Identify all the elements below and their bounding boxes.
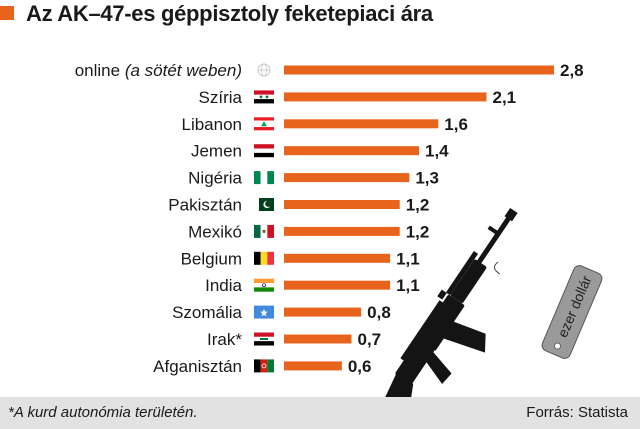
mexico-flag-icon [254,224,274,238]
category-label: Belgium [181,249,242,268]
value-label: 2,8 [560,61,584,80]
bar-row: Mexikó 1,2 [188,222,429,241]
value-label: 2,1 [493,88,517,107]
value-label: 0,7 [358,330,382,349]
category-label: online (a sötét weben) [75,61,242,80]
bar-row: Pakisztán 1,2 [168,196,429,215]
category-label: Pakisztán [168,196,242,215]
bar-row: India 1,1 [205,276,420,295]
bar [284,253,391,263]
value-label: 1,6 [444,115,468,134]
bar-row: Irak* 0,7 [207,330,381,349]
category-label: Szíria [199,88,243,107]
title-marker [0,6,14,20]
nigeria-flag-icon [254,171,274,185]
value-label: 1,3 [415,169,439,188]
bar [284,334,352,344]
price-tag: ezer dollár [494,261,603,359]
bar [284,119,439,129]
bar-row: Afganisztán 0,6 [153,357,371,376]
bar [284,280,391,290]
value-label: 1,2 [406,222,430,241]
chart-title: Az AK–47-es géppisztoly feketepiaci ára [26,1,433,26]
category-label: Afganisztán [153,357,242,376]
afghanistan-flag-icon [254,359,274,373]
yemen-flag-icon [254,144,274,158]
value-label: 1,1 [396,276,420,295]
value-label: 1,4 [425,142,449,161]
bar-row: Libanon 1,6 [181,115,467,134]
footer: *A kurd autonómia területén. Forrás: Sta… [0,397,640,429]
value-label: 0,8 [367,303,391,322]
india-flag-icon [254,278,274,292]
somalia-flag-icon [254,305,274,319]
category-label: Nigéria [188,169,242,188]
bar [284,200,400,209]
bar-row: Szomália 0,8 [172,303,391,322]
bar-row: online (a sötét weben) 2,8 [75,61,584,80]
category-label: Mexikó [188,222,242,241]
bar [284,361,342,371]
belgium-flag-icon [254,251,274,265]
category-label: Jemen [191,142,242,161]
bar [284,92,487,102]
footnote: *A kurd autonómia területén. [8,404,198,421]
globe-icon [257,63,271,77]
bar-chart: ezer dollár online (a sötét weben) 2,8 Szí… [75,61,603,397]
value-label: 1,1 [396,249,420,268]
category-label: Irak* [207,330,242,349]
value-label: 0,6 [348,357,372,376]
bar-row: Jemen 1,4 [191,142,449,161]
bar-row: Nigéria 1,3 [188,169,439,188]
bar [284,226,400,236]
bar-row: Szíria 2,1 [199,88,517,107]
value-label: 1,2 [406,196,430,215]
category-label: India [205,276,242,295]
pakistan-flag-icon [254,198,274,211]
category-label: Libanon [181,115,242,134]
bar [284,307,362,317]
ak47-rifle-icon [380,207,518,397]
bar [284,65,554,75]
syria-flag-icon [254,90,274,104]
source-label: Forrás: Statista [526,404,628,421]
bar-row: Belgium 1,1 [181,249,420,268]
category-label: Szomália [172,303,242,322]
lebanon-flag-icon [254,117,274,131]
bar [284,146,419,156]
iraq-flag-icon [254,332,274,346]
bar [284,173,410,183]
